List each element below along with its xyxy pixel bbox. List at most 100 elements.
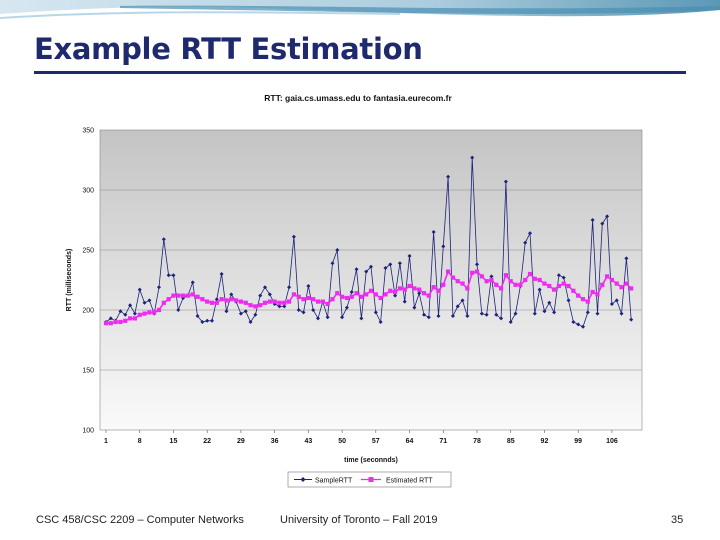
- data-point: [503, 179, 508, 184]
- data-point: [436, 314, 441, 318]
- data-point: [402, 299, 407, 304]
- data-point: [340, 315, 345, 320]
- legend-estimated-marker: [368, 477, 374, 482]
- data-point: [465, 286, 470, 291]
- title-underline: [34, 71, 686, 74]
- y-tick-label: 300: [82, 188, 94, 195]
- data-point: [407, 254, 412, 258]
- decorative-top-banner: [0, 0, 720, 19]
- data-point: [180, 293, 186, 298]
- data-point: [417, 291, 422, 296]
- data-point: [619, 311, 624, 316]
- data-point: [267, 292, 272, 297]
- data-point: [210, 318, 214, 323]
- data-point: [446, 174, 451, 179]
- data-point: [542, 281, 547, 286]
- data-point: [258, 293, 263, 298]
- data-point: [229, 297, 234, 302]
- data-point: [455, 304, 460, 309]
- data-point: [498, 286, 504, 291]
- x-tick-label: 78: [473, 438, 481, 445]
- data-point: [344, 305, 349, 310]
- data-point: [354, 291, 359, 296]
- data-point: [325, 301, 330, 307]
- rtt-chart: RTT: gaia.cs.umass.edu to fantasia.eurec…: [58, 88, 658, 493]
- data-point: [513, 282, 518, 287]
- data-point: [393, 293, 398, 298]
- data-point: [369, 264, 373, 269]
- data-point: [368, 288, 374, 293]
- data-point: [229, 292, 234, 297]
- data-point: [103, 321, 109, 326]
- data-point: [320, 299, 325, 304]
- data-point: [291, 292, 297, 297]
- data-point: [118, 319, 123, 325]
- data-point: [195, 294, 200, 299]
- data-point: [205, 299, 210, 304]
- data-point: [190, 280, 195, 285]
- data-point: [383, 266, 388, 270]
- data-point: [330, 297, 335, 302]
- data-point: [489, 277, 494, 283]
- data-point: [219, 297, 224, 302]
- data-point: [258, 303, 263, 308]
- data-point: [185, 293, 191, 298]
- data-point: [200, 297, 205, 302]
- data-point: [484, 312, 489, 317]
- data-point: [359, 294, 364, 299]
- data-point: [301, 297, 306, 302]
- data-point: [267, 299, 272, 304]
- data-point: [561, 275, 566, 280]
- data-point: [142, 311, 147, 316]
- data-point: [238, 311, 243, 316]
- x-tick-label: 43: [304, 438, 312, 445]
- data-point: [441, 244, 446, 249]
- data-point: [277, 304, 282, 309]
- legend-sample-label: SampleRTT: [315, 478, 353, 485]
- y-tick-label: 200: [82, 308, 94, 315]
- data-point: [581, 324, 585, 329]
- data-point: [248, 303, 253, 308]
- data-point: [287, 285, 292, 290]
- data-point: [571, 288, 576, 293]
- data-point: [171, 293, 176, 298]
- x-axis-ticks: 1 8 15 22 29 36 43 50 57 64 71 78 85 92 99 106: [104, 430, 618, 445]
- data-point: [339, 294, 345, 299]
- x-tick-label: 36: [271, 438, 279, 445]
- data-point: [494, 312, 499, 317]
- data-point: [494, 282, 499, 287]
- data-point: [147, 298, 152, 303]
- data-point: [214, 297, 219, 302]
- data-point: [479, 311, 484, 316]
- data-point: [629, 286, 634, 291]
- x-tick-label: 92: [541, 438, 549, 445]
- data-point: [479, 274, 484, 279]
- data-point: [359, 316, 364, 321]
- data-point: [373, 292, 378, 297]
- data-point: [590, 289, 595, 295]
- data-point: [460, 281, 465, 286]
- data-point: [537, 277, 542, 283]
- slide-title: Example RTT Estimation: [34, 32, 423, 66]
- data-point: [282, 304, 287, 309]
- data-point: [161, 237, 166, 242]
- data-point: [219, 272, 224, 276]
- data-point: [455, 279, 460, 284]
- data-point: [624, 281, 629, 286]
- data-point: [243, 300, 248, 305]
- data-point: [296, 308, 301, 312]
- data-point: [306, 284, 311, 288]
- data-point: [460, 298, 465, 303]
- data-point: [629, 317, 634, 322]
- data-point: [499, 316, 504, 321]
- data-point: [118, 309, 123, 314]
- data-point: [127, 316, 133, 321]
- data-point: [421, 291, 427, 296]
- data-point: [171, 273, 176, 278]
- data-point: [523, 240, 528, 245]
- data-point: [128, 303, 133, 308]
- data-point: [316, 316, 320, 321]
- data-point: [306, 295, 311, 301]
- data-point: [108, 321, 113, 326]
- data-point: [561, 281, 566, 286]
